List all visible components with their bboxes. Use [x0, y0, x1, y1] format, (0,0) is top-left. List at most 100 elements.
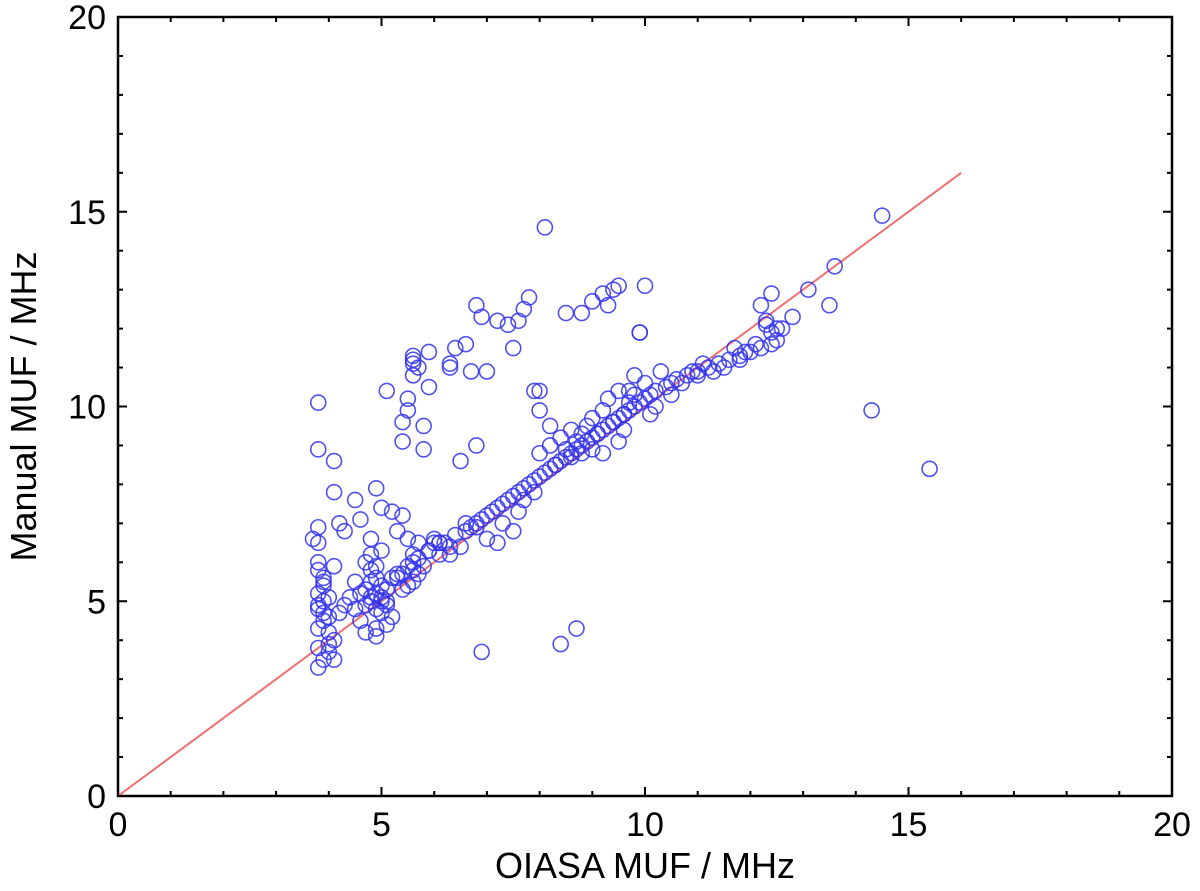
data-point: [489, 499, 506, 517]
x-axis-title: OIASA MUF / MHz: [495, 845, 795, 886]
data-point: [494, 495, 512, 513]
data-point: [757, 312, 775, 330]
data-point: [378, 592, 396, 610]
data-point: [520, 289, 538, 306]
data-point: [599, 296, 617, 314]
data-point: [610, 433, 627, 450]
data-point: [631, 324, 649, 341]
data-point: [383, 569, 401, 587]
data-point: [626, 367, 643, 384]
data-point: [473, 643, 490, 661]
data-point: [715, 359, 733, 376]
data-point: [599, 390, 617, 408]
data-point: [752, 339, 770, 357]
data-point: [583, 409, 601, 427]
data-point: [457, 515, 475, 532]
data-point: [320, 635, 338, 653]
data-point: [309, 394, 327, 411]
data-point: [562, 448, 580, 466]
data-point: [626, 398, 643, 415]
data-point: [325, 651, 343, 668]
data-point: [452, 538, 469, 556]
data-point: [362, 530, 380, 548]
data-point: [526, 382, 543, 400]
data-point: [452, 452, 469, 470]
data-point: [531, 402, 548, 419]
y-tick-label: 0: [87, 778, 106, 816]
data-point: [620, 382, 638, 400]
data-point: [504, 522, 522, 540]
data-point: [599, 417, 617, 435]
data-point: [478, 363, 496, 380]
data-point: [378, 382, 396, 400]
data-point: [394, 507, 411, 524]
data-point: [489, 312, 506, 330]
data-point: [367, 569, 385, 587]
data-point: [404, 355, 422, 372]
data-point: [821, 296, 838, 314]
data-point: [510, 312, 527, 330]
data-point: [367, 479, 385, 497]
y-tick-label: 20: [68, 0, 106, 37]
data-point: [383, 503, 401, 520]
data-point: [378, 616, 396, 633]
data-point: [399, 390, 417, 408]
data-point: [309, 620, 327, 637]
data-point: [394, 433, 411, 450]
plot-area: [116, 15, 1174, 798]
data-point: [441, 546, 459, 563]
data-point: [541, 417, 559, 435]
data-point: [394, 581, 411, 598]
data-point: [352, 511, 369, 528]
axis-ticks: [117, 16, 1173, 797]
data-point: [399, 402, 417, 419]
data-point: [325, 483, 343, 501]
data-point: [589, 425, 606, 443]
data-point: [315, 577, 332, 594]
y-tick-label: 15: [68, 194, 106, 232]
data-point: [404, 573, 422, 591]
data-point: [362, 589, 380, 606]
data-point: [446, 339, 464, 357]
data-point: [784, 308, 801, 326]
data-point: [389, 565, 406, 583]
data-point: [494, 515, 512, 532]
data-point: [420, 343, 438, 361]
data-point: [468, 515, 485, 532]
data-point: [504, 339, 522, 357]
data-point: [594, 421, 612, 439]
data-point: [309, 659, 327, 676]
data-point: [431, 534, 448, 552]
data-point: [541, 460, 559, 478]
x-tick-label: 15: [890, 806, 928, 844]
data-point: [747, 335, 764, 353]
data-point: [620, 402, 638, 419]
data-point: [526, 483, 543, 501]
data-point: [457, 522, 475, 540]
data-point: [773, 320, 791, 337]
y-axis-title: Manual MUF / MHz: [3, 251, 44, 561]
data-point: [531, 468, 548, 485]
data-point: [610, 382, 627, 400]
y-tick-label: 10: [68, 389, 106, 427]
data-point: [325, 452, 343, 470]
data-point: [478, 507, 496, 524]
data-point: [441, 359, 459, 376]
data-point: [873, 207, 891, 224]
data-point: [626, 386, 643, 404]
data-point: [573, 444, 591, 462]
data-point: [663, 386, 680, 404]
data-point: [684, 363, 701, 380]
data-point: [536, 464, 554, 482]
data-point: [536, 219, 554, 236]
data-point: [420, 378, 438, 396]
data-point: [568, 620, 585, 637]
data-point: [694, 355, 712, 372]
data-point: [373, 542, 390, 559]
data-point: [425, 530, 443, 548]
data-point: [673, 374, 691, 392]
data-point: [557, 304, 575, 322]
data-point: [652, 363, 670, 380]
data-point: [752, 296, 770, 314]
data-point: [309, 596, 327, 614]
